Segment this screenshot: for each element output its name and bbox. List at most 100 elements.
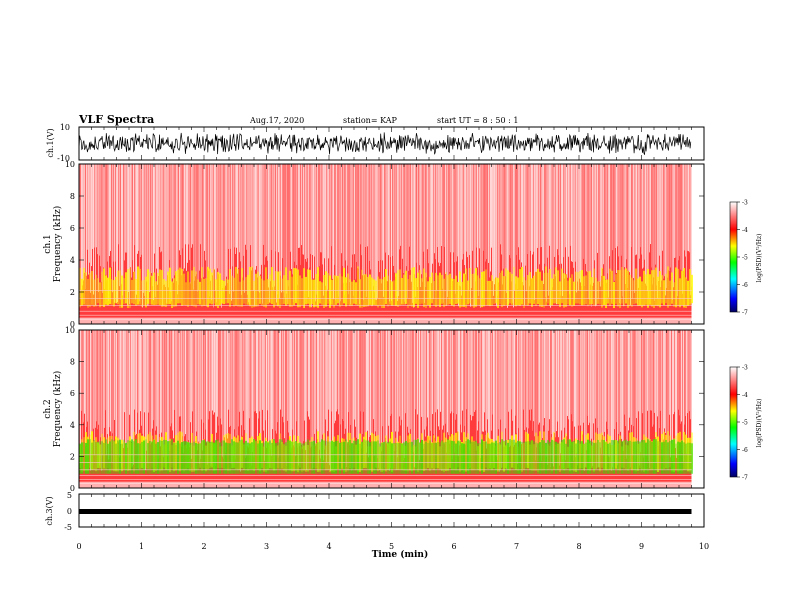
spectrogram-streak (124, 330, 125, 413)
spectrogram-streak (532, 330, 533, 431)
spectrogram-streak (639, 330, 640, 466)
spectrogram-band (607, 443, 609, 474)
spectrogram-band (611, 439, 613, 474)
spectrogram-streak (91, 330, 92, 455)
spectrogram-band (549, 442, 551, 474)
spectrogram-streak (288, 330, 289, 433)
spectrogram-streak (92, 164, 93, 249)
spectrogram-band (265, 267, 267, 308)
spectrogram-band (279, 439, 281, 474)
spectrogram-streak (367, 164, 368, 247)
spectrogram-streak (181, 330, 182, 447)
spectrogram-streak (509, 330, 510, 447)
spectrogram-band (169, 438, 171, 472)
spectrogram-band (345, 439, 347, 474)
spectrogram-streak (145, 330, 146, 470)
spectrogram-streak (217, 164, 218, 269)
spectrogram-streak (265, 164, 266, 258)
spectrogram-streak (487, 330, 488, 420)
spectrogram-streak (551, 330, 552, 435)
spectrogram-streak (452, 164, 453, 281)
spectrogram-streak (387, 330, 388, 447)
spectrogram-band (217, 439, 219, 474)
spectrogram-streak (161, 164, 162, 252)
spectrogram-streak (104, 164, 105, 290)
spectrogram-band (421, 439, 423, 474)
spectrogram-streak (248, 330, 249, 448)
spectrogram-streak (352, 330, 353, 469)
spectrogram-streak (374, 330, 375, 456)
spectrogram-band (397, 441, 399, 470)
spectrogram-band (587, 439, 589, 474)
spectrogram-streak (529, 330, 530, 410)
spectrogram-streak (504, 164, 505, 298)
spectrogram-streak (492, 164, 493, 282)
spectrogram-band (121, 443, 123, 474)
spectrogram-band (605, 279, 607, 308)
spectrogram-streak (322, 164, 323, 265)
spectrogram-streak (548, 330, 549, 431)
spectrogram-streak (330, 330, 331, 471)
spectrogram-band (93, 440, 95, 474)
spectrogram-band (141, 441, 143, 474)
spectrogram-band (233, 277, 235, 307)
spectrogram-streak (132, 164, 133, 261)
spectrogram-streak (299, 164, 300, 248)
spectrogram-streak (142, 330, 143, 434)
spectrogram-streak (357, 330, 358, 454)
spectrogram-streak (599, 164, 600, 282)
spectrogram-streak (489, 164, 490, 278)
spectrogram-band (521, 443, 523, 472)
y-tick-label: 0 (70, 484, 75, 493)
spectrogram-streak (512, 330, 513, 421)
spectrogram-streak (140, 164, 141, 257)
ch1-spec-ylabel-line1: ch.1 (43, 234, 53, 253)
spectrogram-streak (574, 164, 575, 300)
spectrogram-streak (559, 164, 560, 265)
spectrogram-band (447, 439, 449, 474)
spectrogram-streak (233, 330, 234, 456)
spectrogram-streak (106, 164, 107, 281)
spectrogram-streak (305, 330, 306, 451)
spectrogram-streak (107, 164, 108, 262)
spectrogram-streak (528, 164, 529, 304)
spectrogram-band (345, 277, 347, 307)
spectrogram-band (409, 433, 411, 471)
spectrogram-streak (379, 164, 380, 273)
spectrogram-streak (82, 330, 83, 464)
spectrogram-streak (604, 330, 605, 432)
spectrogram-streak (143, 330, 144, 469)
spectrogram-streak (361, 164, 362, 256)
spectrogram-streak (192, 330, 193, 412)
spectrogram-streak (110, 164, 111, 251)
spectrogram-band (661, 275, 663, 304)
spectrogram-band (557, 442, 559, 474)
spectrogram-streak (572, 330, 573, 422)
spectrogram-band (263, 280, 265, 307)
spectrogram-band (615, 440, 617, 469)
spectrogram-band (407, 278, 409, 308)
spectrogram-band (405, 270, 407, 304)
spectrogram-streak (153, 330, 154, 421)
spectrogram-streak (261, 330, 262, 462)
spectrogram-streak (616, 164, 617, 274)
spectrogram-streak (442, 330, 443, 430)
spectrogram-streak (593, 164, 594, 283)
spectrogram-streak (344, 330, 345, 434)
spectrogram-band (217, 440, 219, 468)
spectrogram-streak (353, 164, 354, 296)
spectrogram-streak (238, 330, 239, 427)
spectrogram-streak (98, 164, 99, 292)
spectrogram-streak (170, 164, 171, 292)
spectrogram-band (143, 440, 145, 474)
spectrogram-streak (392, 330, 393, 468)
spectrogram-streak (318, 330, 319, 464)
spectrogram-streak (141, 330, 142, 426)
spectrogram-streak (455, 330, 456, 420)
spectrogram-band (403, 274, 405, 305)
spectrogram-streak (306, 330, 307, 470)
spectrogram-streak (506, 330, 507, 470)
spectrogram-streak (530, 330, 531, 421)
spectrogram-band (539, 271, 541, 307)
